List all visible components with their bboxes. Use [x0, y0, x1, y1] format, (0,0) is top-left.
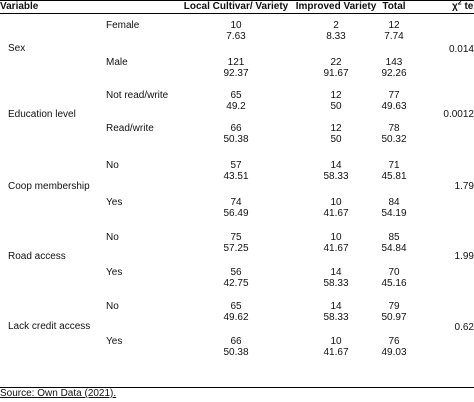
local-count: 75 — [230, 232, 242, 243]
improved-percent: 8.33 — [326, 31, 346, 42]
header-improved: Improved Variety — [295, 1, 377, 12]
header-rule — [0, 13, 474, 14]
improved-percent: 91.67 — [323, 68, 349, 79]
bottom-rule — [0, 387, 474, 388]
total-count: 70 — [388, 267, 400, 278]
header-chi: χ2 test — [452, 0, 474, 12]
chi-value: 0.0012 — [443, 109, 474, 120]
total-count: 143 — [385, 57, 403, 68]
row-label: No — [106, 301, 119, 312]
improved-count: 14 — [330, 301, 342, 312]
local-percent: 56.49 — [223, 208, 249, 219]
row-label: Male — [106, 57, 128, 68]
improved-percent: 50 — [330, 101, 342, 112]
total-count: 85 — [388, 232, 400, 243]
local-percent: 57.25 — [223, 243, 249, 254]
chi-value: 0.62 — [454, 322, 474, 333]
total-count: 77 — [388, 90, 400, 101]
local-count: 121 — [227, 57, 245, 68]
header-local: Local Cultivar/ Variety — [183, 1, 289, 12]
header-total: Total — [382, 1, 406, 12]
total-count: 84 — [388, 197, 400, 208]
improved-percent: 58.33 — [323, 312, 349, 323]
local-count: 57 — [230, 160, 242, 171]
total-percent: 50.97 — [381, 312, 407, 323]
local-count: 10 — [230, 20, 242, 31]
row-label: Female — [106, 20, 140, 31]
local-percent: 50.38 — [223, 134, 249, 145]
group-label: Sex — [8, 43, 26, 54]
chi-value: 0.014 — [448, 44, 474, 55]
local-percent: 49.2 — [226, 101, 246, 112]
improved-percent: 41.67 — [323, 243, 349, 254]
total-count: 76 — [388, 336, 400, 347]
local-count: 66 — [230, 336, 242, 347]
group-label: Education level — [8, 109, 76, 120]
total-count: 71 — [388, 160, 400, 171]
group-label: Coop membership — [8, 181, 90, 192]
total-percent: 49.63 — [381, 101, 407, 112]
total-count: 78 — [388, 123, 400, 134]
group-label: Lack credit access — [8, 321, 91, 332]
total-percent: 49.03 — [381, 347, 407, 358]
local-percent: 92.37 — [223, 68, 249, 79]
chi-value: 1.79 — [454, 181, 474, 192]
group-label: Road access — [8, 251, 66, 262]
total-percent: 45.81 — [381, 171, 407, 182]
improved-percent: 58.33 — [323, 278, 349, 289]
improved-percent: 50 — [330, 134, 342, 145]
local-percent: 7.63 — [226, 31, 246, 42]
local-count: 65 — [230, 301, 242, 312]
row-label: Yes — [106, 336, 123, 347]
local-percent: 43.51 — [223, 171, 249, 182]
improved-count: 10 — [330, 336, 342, 347]
row-label: Yes — [106, 197, 123, 208]
improved-count: 14 — [330, 267, 342, 278]
improved-percent: 41.67 — [323, 347, 349, 358]
local-percent: 42.75 — [223, 278, 249, 289]
improved-percent: 41.67 — [323, 208, 349, 219]
chi-value: 1.99 — [454, 251, 474, 262]
local-count: 66 — [230, 123, 242, 134]
row-label: No — [106, 232, 119, 243]
total-percent: 50.32 — [381, 134, 407, 145]
improved-count: 14 — [330, 160, 342, 171]
total-count: 79 — [388, 301, 400, 312]
local-count: 56 — [230, 267, 242, 278]
improved-percent: 58.33 — [323, 171, 349, 182]
total-percent: 54.19 — [381, 208, 407, 219]
top-rule — [0, 0, 474, 1]
source-note: Source: Own Data (2021). — [0, 388, 117, 399]
total-percent: 7.74 — [384, 31, 404, 42]
local-percent: 50.38 — [223, 347, 249, 358]
row-label: Yes — [106, 267, 123, 278]
improved-count: 10 — [330, 197, 342, 208]
improved-count: 2 — [333, 20, 339, 31]
local-percent: 49.62 — [223, 312, 249, 323]
improved-count: 10 — [330, 232, 342, 243]
total-percent: 92.26 — [381, 68, 407, 79]
row-label: No — [106, 160, 119, 171]
local-count: 74 — [230, 197, 242, 208]
total-percent: 45.16 — [381, 278, 407, 289]
local-count: 65 — [230, 90, 242, 101]
row-label: Not read/write — [106, 90, 169, 101]
total-count: 12 — [388, 20, 400, 31]
header-variable: Variable — [0, 1, 39, 12]
improved-count: 22 — [330, 57, 342, 68]
improved-count: 12 — [330, 90, 342, 101]
row-label: Read/write — [106, 123, 154, 134]
improved-count: 12 — [330, 123, 342, 134]
total-percent: 54.84 — [381, 243, 407, 254]
